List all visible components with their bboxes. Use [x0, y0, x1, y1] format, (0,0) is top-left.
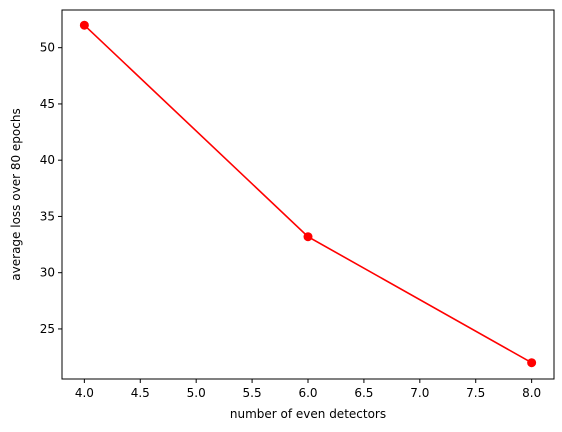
y-tick-label: 40 [40, 153, 55, 167]
x-tick-label: 5.0 [187, 386, 206, 400]
x-axis-label: number of even detectors [230, 407, 386, 421]
data-point [527, 358, 537, 368]
x-tick-label: 6.0 [298, 386, 317, 400]
y-axis-ticks: 25 30 35 40 45 50 [40, 41, 62, 336]
x-tick-label: 6.5 [354, 386, 373, 400]
x-tick-label: 5.5 [243, 386, 262, 400]
data-point [79, 20, 89, 30]
x-tick-label: 4.0 [75, 386, 94, 400]
x-tick-label: 7.0 [410, 386, 429, 400]
y-tick-label: 30 [40, 266, 55, 280]
y-tick-label: 35 [40, 209, 55, 223]
x-tick-label: 4.5 [131, 386, 150, 400]
x-tick-label: 8.0 [522, 386, 541, 400]
y-tick-label: 50 [40, 41, 55, 55]
data-point [303, 232, 313, 242]
x-axis-ticks: 4.0 4.5 5.0 5.5 6.0 6.5 7.0 7.5 8.0 [75, 379, 541, 400]
y-tick-label: 45 [40, 97, 55, 111]
y-axis-label: average loss over 80 epochs [9, 108, 23, 280]
x-tick-label: 7.5 [466, 386, 485, 400]
series-layer [79, 20, 537, 368]
y-tick-label: 25 [40, 322, 55, 336]
